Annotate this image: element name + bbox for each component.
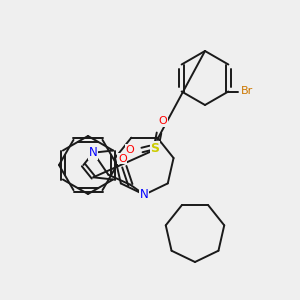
Text: S: S (151, 142, 160, 154)
Text: N: N (140, 188, 149, 201)
Text: Br: Br (241, 86, 254, 97)
Text: N: N (140, 188, 149, 201)
Text: O: O (118, 154, 127, 164)
Text: N: N (89, 146, 98, 159)
Text: O: O (126, 145, 134, 155)
Text: O: O (159, 116, 167, 126)
